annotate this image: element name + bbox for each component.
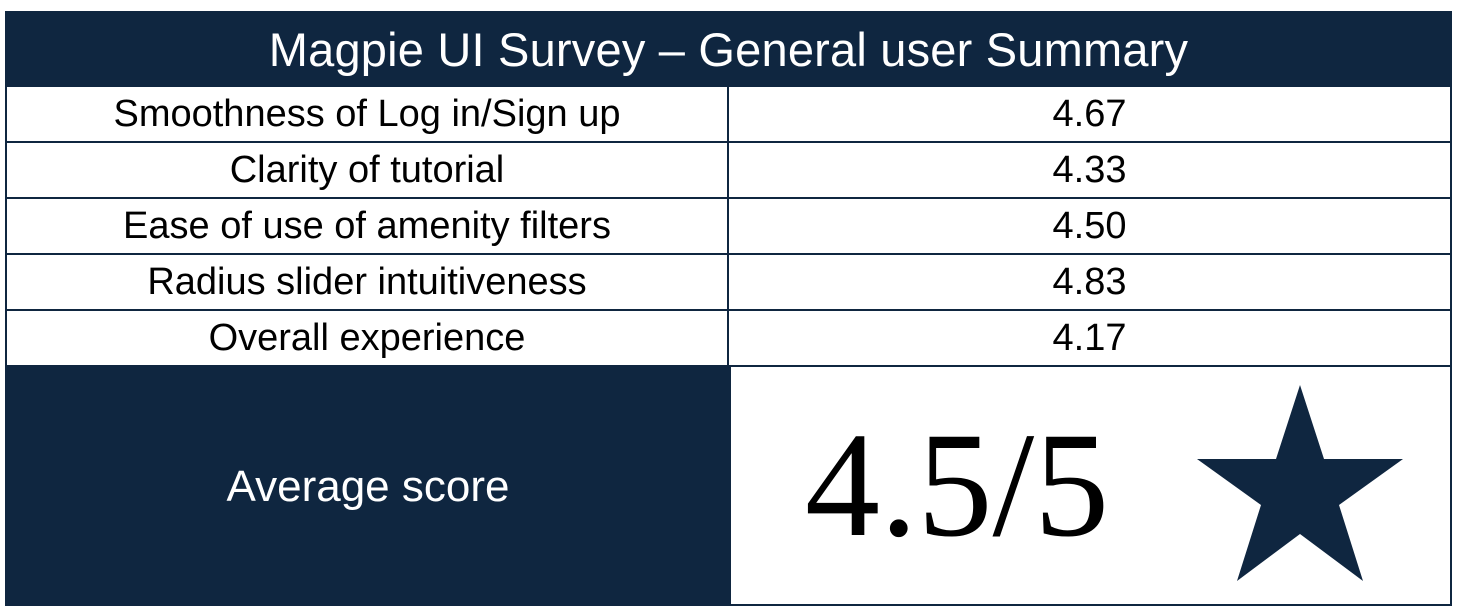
row-label: Radius slider intuitiveness bbox=[7, 255, 729, 309]
row-value: 4.33 bbox=[1052, 148, 1127, 191]
row-value: 4.83 bbox=[1052, 260, 1127, 303]
table-row: Ease of use of amenity filters 4.50 bbox=[7, 199, 1450, 255]
row-label: Smoothness of Log in/Sign up bbox=[7, 87, 729, 141]
table-row: Radius slider intuitiveness 4.83 bbox=[7, 255, 1450, 311]
average-score-cell: 4.5/5 bbox=[729, 367, 1450, 606]
row-value: 4.17 bbox=[1052, 316, 1127, 359]
table-row: Smoothness of Log in/Sign up 4.67 bbox=[7, 87, 1450, 143]
row-label: Clarity of tutorial bbox=[7, 143, 729, 197]
row-label: Ease of use of amenity filters bbox=[7, 199, 729, 253]
table-row: Clarity of tutorial 4.33 bbox=[7, 143, 1450, 199]
row-value: 4.50 bbox=[1052, 204, 1127, 247]
survey-summary-table: Magpie UI Survey – General user Summary … bbox=[5, 11, 1452, 606]
star-icon bbox=[1197, 385, 1403, 581]
table-title: Magpie UI Survey – General user Summary bbox=[7, 13, 1450, 87]
row-label: Overall experience bbox=[7, 311, 729, 365]
average-score-value: 4.5/5 bbox=[805, 402, 1110, 568]
row-value: 4.67 bbox=[1052, 92, 1127, 135]
average-score-label: Average score bbox=[7, 367, 729, 606]
table-row: Overall experience 4.17 bbox=[7, 311, 1450, 367]
average-score-row: Average score 4.5/5 bbox=[7, 367, 1450, 606]
